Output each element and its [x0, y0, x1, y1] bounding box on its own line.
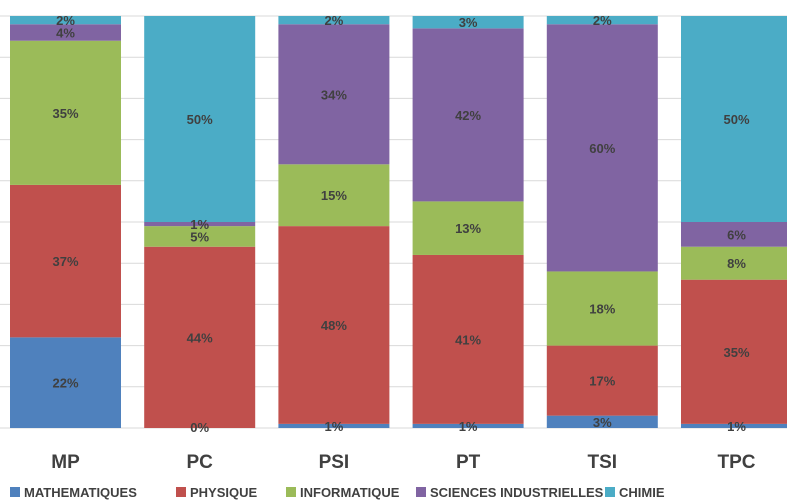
bar-segment-tpc-chimie [681, 16, 787, 222]
data-label: 2% [56, 13, 75, 28]
bar-segment-tpc-mathematiques [681, 423, 787, 428]
data-label: 34% [321, 87, 347, 102]
bar-segment-pc-chimie [144, 16, 256, 222]
bar-segment-mp-informatique [10, 40, 121, 185]
data-label: 41% [455, 332, 481, 347]
legend-item: SCIENCES INDUSTRIELLES [416, 485, 604, 500]
data-label: 1% [459, 419, 478, 434]
bar-segment-pc-physique [144, 246, 256, 428]
data-label: 60% [589, 141, 615, 156]
data-label: 17% [589, 374, 615, 389]
legend-item: MATHEMATIQUES [10, 485, 137, 500]
data-label: 44% [187, 330, 213, 345]
category-label: MP [51, 452, 80, 473]
bar-segment-tpc-physique [681, 279, 787, 424]
legend-label: CHIMIE [619, 485, 665, 500]
bar-segment-tpc-sciences-industrielles [681, 222, 787, 247]
legend-swatch [286, 487, 296, 497]
data-label: 4% [56, 25, 75, 40]
data-label: 50% [723, 112, 749, 127]
legend-swatch [10, 487, 20, 497]
bar-segment-pt-physique [412, 254, 524, 424]
bar-segment-pc-informatique [144, 226, 256, 247]
legend-item: INFORMATIQUE [286, 485, 400, 500]
category-label: PSI [319, 452, 350, 473]
data-label: 42% [455, 108, 481, 123]
legend-label: PHYSIQUE [190, 485, 258, 500]
category-label: TPC [718, 452, 756, 473]
data-label: 5% [190, 229, 209, 244]
bar-segment-mp-sciences-industrielles [10, 24, 121, 41]
data-label: 8% [727, 256, 746, 271]
data-label: 50% [187, 112, 213, 127]
data-label: 1% [190, 217, 209, 232]
data-label: 3% [593, 415, 612, 430]
data-label: 15% [321, 188, 347, 203]
bar-segment-mp-mathematiques [10, 337, 121, 428]
bar-segment-pt-chimie [412, 16, 524, 29]
legend-swatch [416, 487, 426, 497]
data-label: 37% [52, 254, 78, 269]
data-label: 22% [52, 376, 78, 391]
category-labels: MP PC PSI PT TSI TPC [51, 452, 756, 473]
legend-item: PHYSIQUE [176, 485, 258, 500]
legend-label: MATHEMATIQUES [24, 485, 137, 500]
data-label: 48% [321, 318, 347, 333]
bar-segment-mp-physique [10, 184, 121, 338]
bars [10, 16, 787, 428]
legend-label: SCIENCES INDUSTRIELLES [430, 485, 604, 500]
bar-segment-pt-sciences-industrielles [412, 28, 524, 202]
bar-segment-mp-chimie [10, 16, 121, 25]
data-label: 6% [727, 227, 746, 242]
legend-label: INFORMATIQUE [300, 485, 400, 500]
data-label: 35% [723, 345, 749, 360]
legend: MATHEMATIQUES PHYSIQUE INFORMATIQUE SCIENCE… [10, 485, 665, 500]
data-label: 18% [589, 302, 615, 317]
bar-segment-psi-mathematiques [278, 423, 390, 428]
bar-segment-tpc-informatique [681, 246, 787, 280]
bar-segment-tsi-physique [546, 345, 658, 416]
data-label: 3% [459, 15, 478, 30]
bar-segment-tsi-chimie [546, 16, 658, 25]
data-label: 1% [727, 419, 746, 434]
legend-item: CHIMIE [605, 485, 665, 500]
legend-swatch [176, 487, 186, 497]
bar-segment-pc-sciences-industrielles [144, 222, 256, 227]
data-label: 1% [325, 419, 344, 434]
category-label: PC [186, 452, 213, 473]
bar-segment-tsi-sciences-industrielles [546, 24, 658, 272]
data-label: 13% [455, 221, 481, 236]
data-label: 2% [325, 13, 344, 28]
bar-segment-tsi-mathematiques [546, 415, 658, 428]
bar-segment-pt-informatique [412, 201, 524, 255]
bar-labels: 22%37%35%4%2%0%44%5%1%50%1%48%15%34%2%1%… [52, 13, 749, 435]
data-label: 2% [593, 13, 612, 28]
bar-segment-psi-physique [278, 226, 390, 424]
bar-segment-psi-chimie [278, 16, 390, 25]
data-label: 35% [52, 106, 78, 121]
category-label: PT [456, 452, 481, 473]
category-label: TSI [588, 452, 618, 473]
bar-segment-psi-sciences-industrielles [278, 24, 390, 165]
data-label: 0% [190, 420, 209, 435]
bar-segment-pt-mathematiques [412, 423, 524, 428]
bar-segment-tsi-informatique [546, 271, 658, 346]
bar-segment-psi-informatique [278, 164, 390, 227]
legend-swatch [605, 487, 615, 497]
